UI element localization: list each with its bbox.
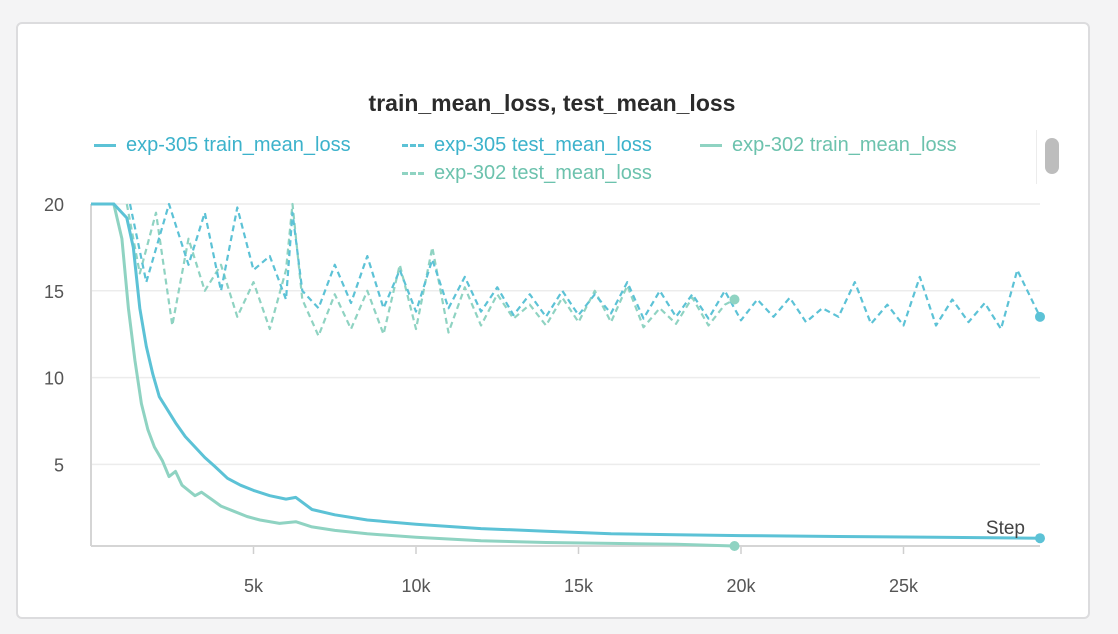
y-tick-label: 5: [54, 455, 64, 475]
y-tick-label: 15: [44, 282, 64, 302]
series-end-marker-3: [729, 294, 740, 305]
chart-title: train_mean_loss, test_mean_loss: [368, 90, 736, 116]
grid-lines: [91, 203, 1040, 554]
series-line-2: [91, 202, 735, 548]
legend-label: exp-305 train_mean_loss: [126, 133, 351, 156]
x-tick-label: 10k: [401, 576, 431, 596]
series-end-marker-2: [729, 541, 740, 551]
legend-label: exp-302 train_mean_loss: [732, 133, 957, 156]
legend-item-exp302-train[interactable]: exp-302 train_mean_loss: [700, 132, 957, 158]
axes: [90, 204, 1040, 547]
y-tick-labels: 5 10 15 20: [44, 195, 64, 475]
series-line-3: [125, 202, 736, 337]
legend-label: exp-305 test_mean_loss: [434, 133, 652, 156]
legend-scrollbar[interactable]: [1036, 130, 1067, 184]
legend-item-exp302-test[interactable]: exp-302 test_mean_loss: [402, 160, 652, 186]
series-line-0: [91, 202, 1041, 540]
legend-scrollbar-thumb[interactable]: [1045, 138, 1059, 174]
legend-swatch-dashed: [402, 171, 424, 175]
series-end-marker-0: [1035, 533, 1045, 544]
x-tick-labels: 5k 10k 15k 20k 25k: [244, 576, 919, 596]
y-tick-label: 20: [44, 195, 64, 215]
x-tick-label: 15k: [564, 576, 594, 596]
series-line-1: [128, 202, 1041, 331]
series-end-markers: [729, 294, 1045, 551]
x-tick-label: 20k: [726, 576, 756, 596]
legend-item-exp305-test[interactable]: exp-305 test_mean_loss: [402, 132, 652, 158]
legend-swatch-solid: [700, 143, 722, 147]
series-end-marker-1: [1035, 311, 1045, 322]
x-tick-label: 25k: [889, 576, 919, 596]
legend-swatch-dashed: [402, 143, 424, 147]
legend-label: exp-302 test_mean_loss: [434, 161, 652, 184]
x-axis-label: Step: [986, 518, 1025, 539]
legend-item-exp305-train[interactable]: exp-305 train_mean_loss: [94, 132, 351, 158]
legend-swatch-solid: [94, 143, 116, 147]
x-tick-label: 5k: [244, 576, 264, 596]
series-lines: [91, 202, 1041, 548]
y-tick-label: 10: [44, 369, 64, 389]
chart-panel: [16, 22, 1090, 619]
